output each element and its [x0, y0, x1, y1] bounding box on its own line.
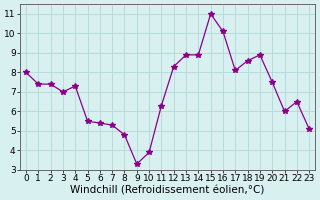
X-axis label: Windchill (Refroidissement éolien,°C): Windchill (Refroidissement éolien,°C)	[70, 186, 265, 196]
